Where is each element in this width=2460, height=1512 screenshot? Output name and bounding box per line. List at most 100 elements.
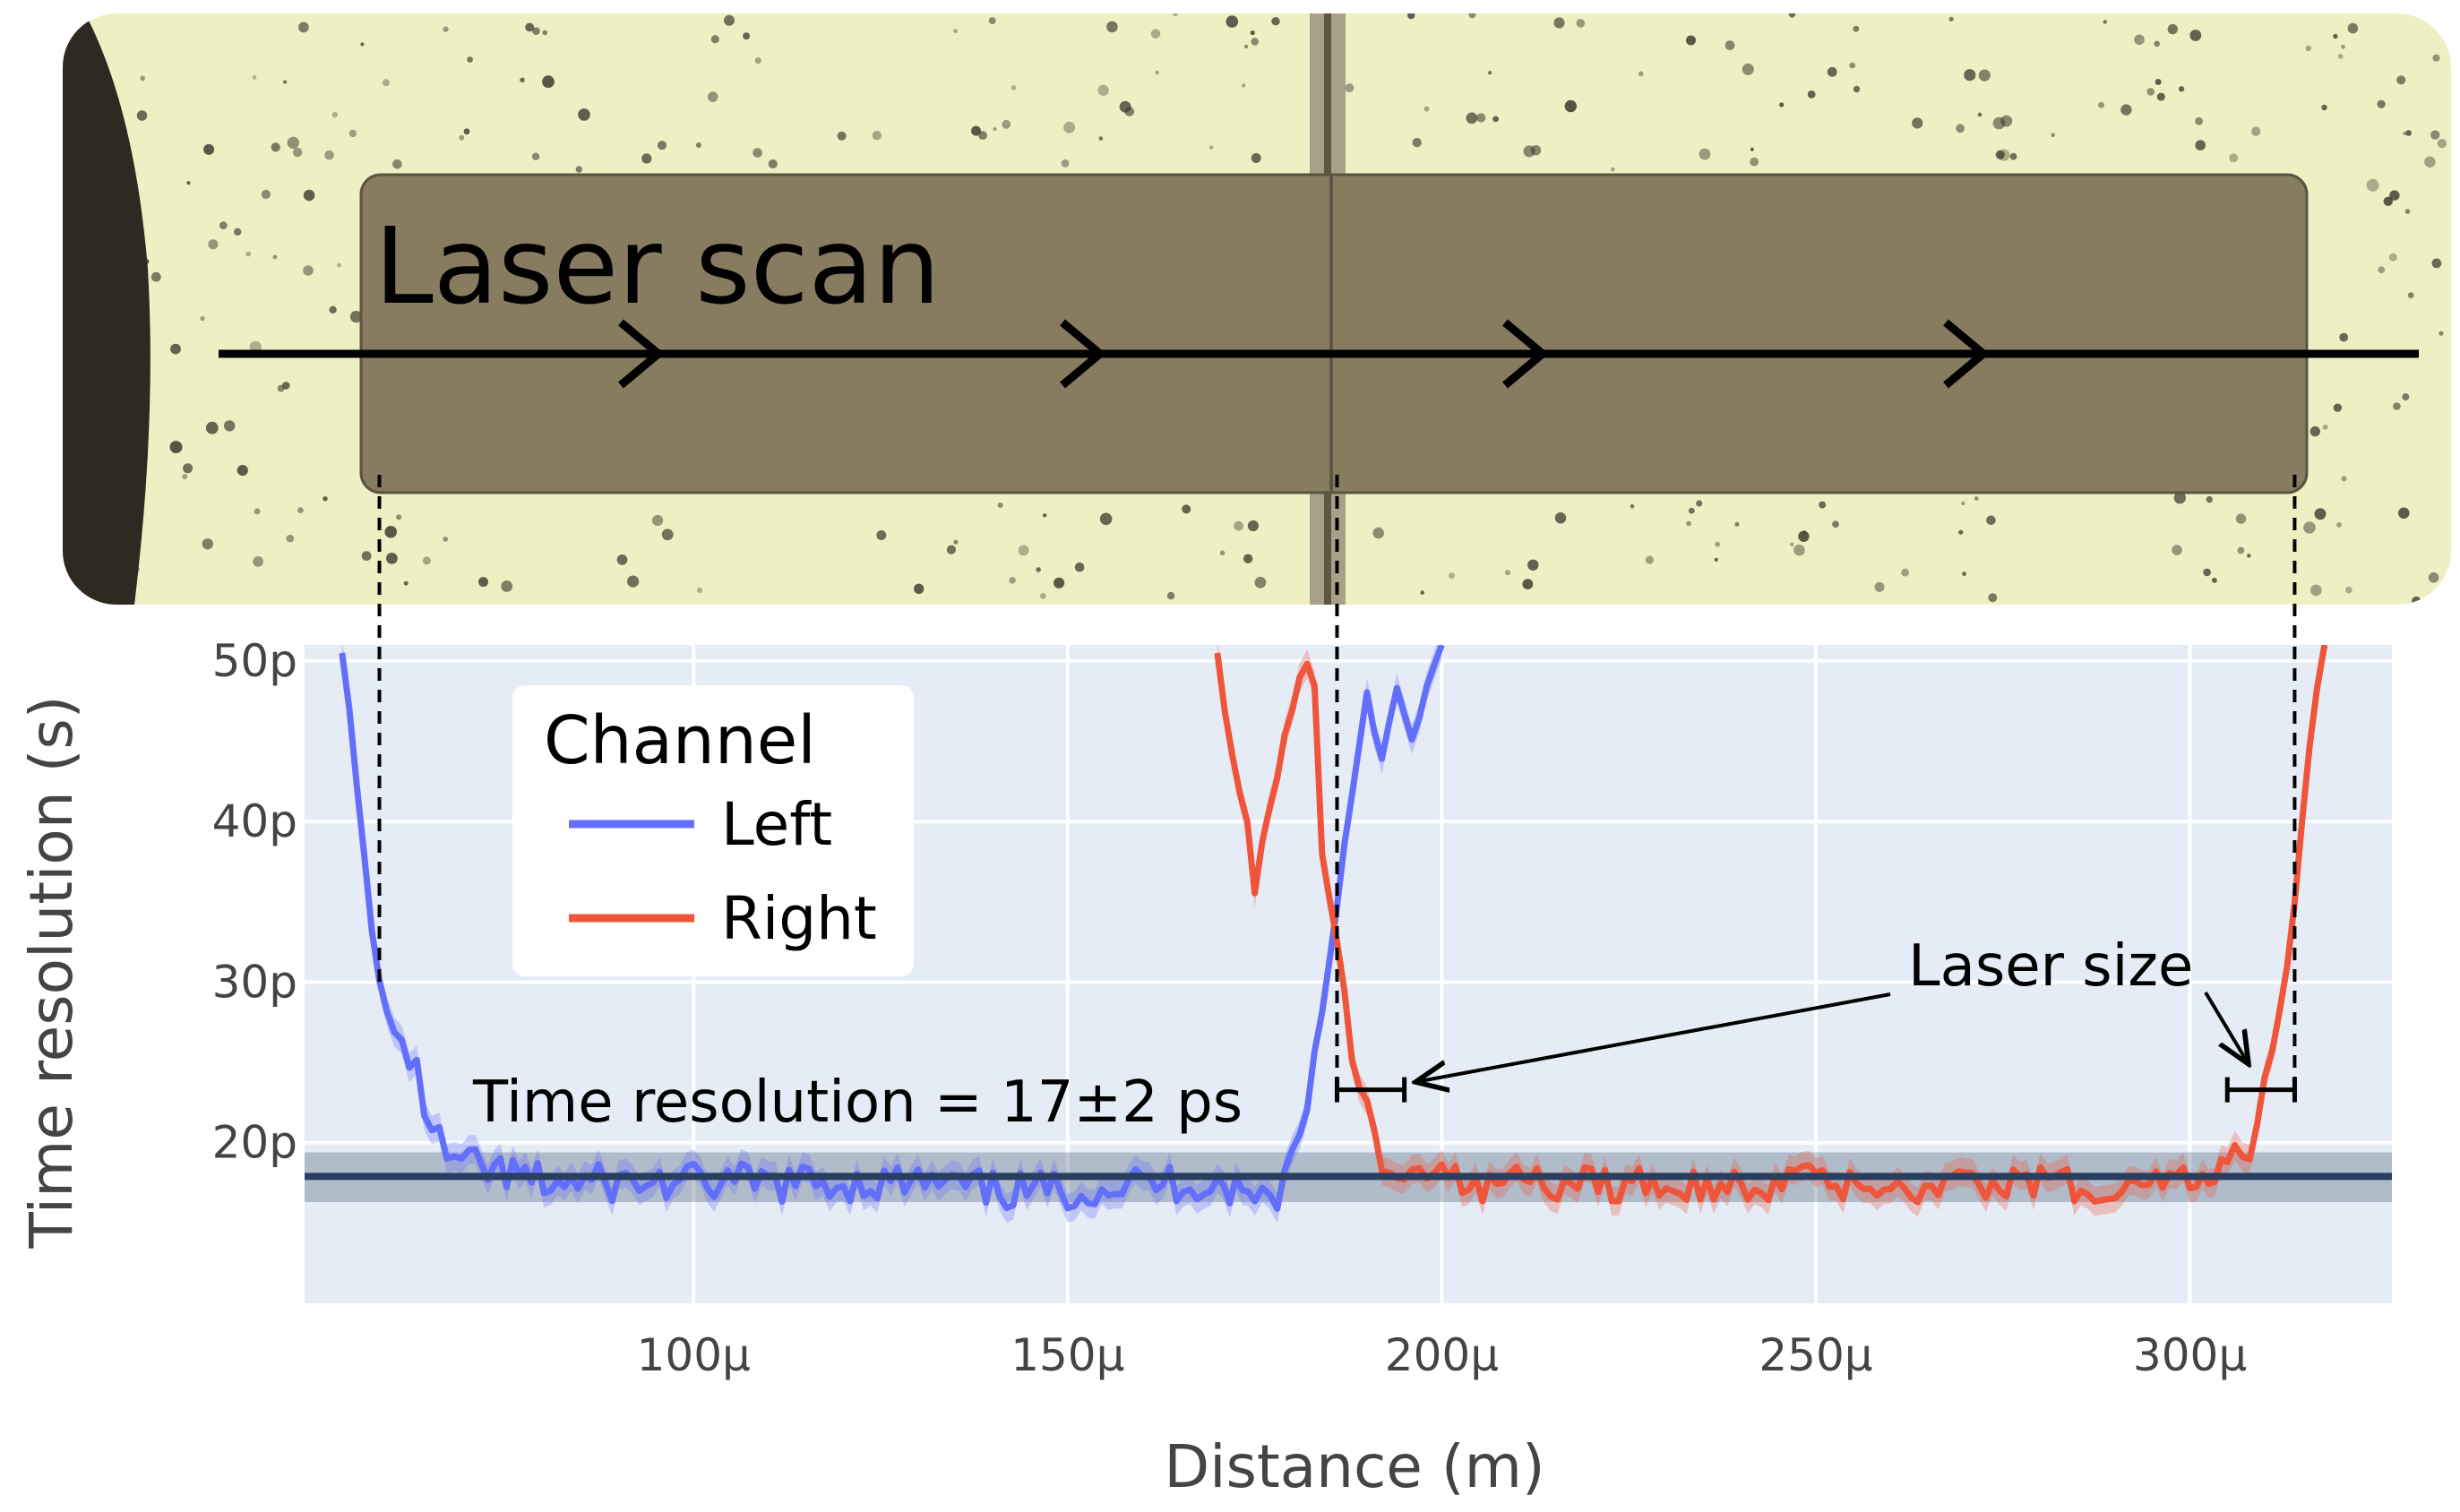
speckle bbox=[1974, 496, 1979, 501]
speckle bbox=[2388, 253, 2397, 262]
speckle bbox=[2322, 425, 2328, 430]
speckle bbox=[652, 514, 664, 527]
speckle bbox=[2402, 393, 2410, 401]
speckle bbox=[2229, 153, 2239, 163]
speckle bbox=[575, 166, 582, 173]
speckle bbox=[384, 526, 398, 538]
speckle bbox=[1487, 71, 1492, 75]
speckle bbox=[2431, 258, 2442, 269]
speckle bbox=[1610, 167, 1615, 172]
speckle bbox=[1742, 63, 1754, 75]
speckle bbox=[186, 181, 191, 185]
speckle bbox=[946, 545, 956, 554]
speckle bbox=[872, 131, 882, 141]
speckle bbox=[2378, 266, 2386, 274]
speckle bbox=[360, 42, 365, 47]
speckle bbox=[1576, 19, 1586, 28]
laser-size-arrow-left bbox=[1415, 992, 1891, 1082]
speckle bbox=[1819, 501, 1827, 509]
speckle bbox=[252, 75, 257, 80]
speckle bbox=[1995, 150, 2005, 159]
speckle bbox=[2393, 402, 2401, 410]
speckle bbox=[661, 528, 674, 541]
speckle bbox=[170, 343, 181, 355]
speckle bbox=[1002, 119, 1011, 129]
speckle bbox=[1992, 116, 2006, 130]
speckle bbox=[1009, 577, 1016, 584]
speckle bbox=[2156, 92, 2165, 101]
speckle bbox=[245, 251, 252, 257]
speckle bbox=[1807, 90, 1816, 99]
speckle bbox=[1372, 527, 1384, 539]
speckle bbox=[542, 30, 547, 36]
speckle bbox=[2314, 508, 2327, 520]
speckle bbox=[1407, 13, 1415, 20]
speckle bbox=[1638, 71, 1644, 77]
speckle bbox=[2172, 545, 2182, 555]
speckle bbox=[2403, 131, 2407, 135]
y-tick-labels: 20p 30p 40p 50p bbox=[212, 635, 297, 1169]
speckle bbox=[293, 147, 303, 158]
sensor-pad bbox=[359, 173, 2309, 494]
speckle bbox=[1219, 550, 1226, 555]
speckle bbox=[1986, 515, 1996, 526]
speckle bbox=[2438, 331, 2444, 336]
speckle bbox=[2309, 425, 2320, 437]
time-resolution-annotation: Time resolution = 17±2 ps bbox=[472, 1070, 1243, 1136]
speckle bbox=[501, 580, 513, 592]
speckle bbox=[136, 110, 148, 121]
speckle bbox=[2251, 126, 2261, 136]
speckle bbox=[2428, 572, 2439, 583]
y-tick-label: 50p bbox=[212, 635, 297, 687]
speckle bbox=[1901, 568, 1910, 577]
speckle bbox=[202, 538, 213, 550]
speckle bbox=[710, 35, 719, 44]
speckle bbox=[2321, 104, 2327, 111]
speckle bbox=[324, 150, 334, 160]
speckle bbox=[2235, 513, 2247, 524]
y-tick-label: 40p bbox=[212, 795, 297, 847]
speckle bbox=[1958, 529, 1964, 535]
speckle bbox=[2310, 584, 2322, 597]
speckle bbox=[396, 514, 402, 520]
speckle bbox=[1106, 21, 1118, 33]
speckle bbox=[1243, 44, 1249, 49]
speckle bbox=[459, 134, 465, 141]
speckle bbox=[2305, 45, 2311, 52]
speckle bbox=[1790, 542, 1794, 546]
speckle bbox=[329, 305, 337, 314]
speckle bbox=[2333, 33, 2338, 39]
speckle bbox=[1630, 503, 1635, 509]
speckle bbox=[2341, 44, 2345, 49]
speckle bbox=[361, 551, 372, 561]
speckle bbox=[1779, 102, 1785, 107]
speckle bbox=[323, 496, 328, 502]
speckle bbox=[2098, 101, 2104, 108]
speckle bbox=[337, 262, 341, 268]
speckle bbox=[2303, 521, 2316, 534]
x-tick-labels: 100μ 150μ 200μ 250μ 300μ bbox=[637, 1329, 2248, 1381]
speckle bbox=[1912, 117, 1923, 129]
speckle bbox=[1688, 507, 1695, 514]
speckle bbox=[287, 136, 299, 149]
speckle bbox=[253, 556, 263, 567]
x-tick-label: 200μ bbox=[1385, 1329, 1499, 1381]
speckle bbox=[2009, 152, 2017, 160]
speckle bbox=[2347, 22, 2359, 34]
speckle bbox=[443, 537, 449, 542]
speckle bbox=[1988, 593, 1998, 603]
speckle bbox=[1251, 153, 1261, 163]
x-tick-label: 150μ bbox=[1011, 1329, 1124, 1381]
speckle bbox=[1036, 567, 1041, 572]
speckle bbox=[2189, 30, 2202, 41]
speckle bbox=[234, 228, 242, 236]
speckle bbox=[1725, 40, 1735, 50]
speckle bbox=[1182, 504, 1191, 514]
speckle bbox=[1097, 84, 1109, 97]
speckle bbox=[1155, 70, 1159, 75]
legend-label-right: Right bbox=[721, 884, 877, 953]
series-right-line bbox=[1214, 645, 2328, 1206]
speckle bbox=[2120, 104, 2132, 116]
x-tick-label: 300μ bbox=[2133, 1329, 2247, 1381]
speckle bbox=[2103, 20, 2107, 24]
